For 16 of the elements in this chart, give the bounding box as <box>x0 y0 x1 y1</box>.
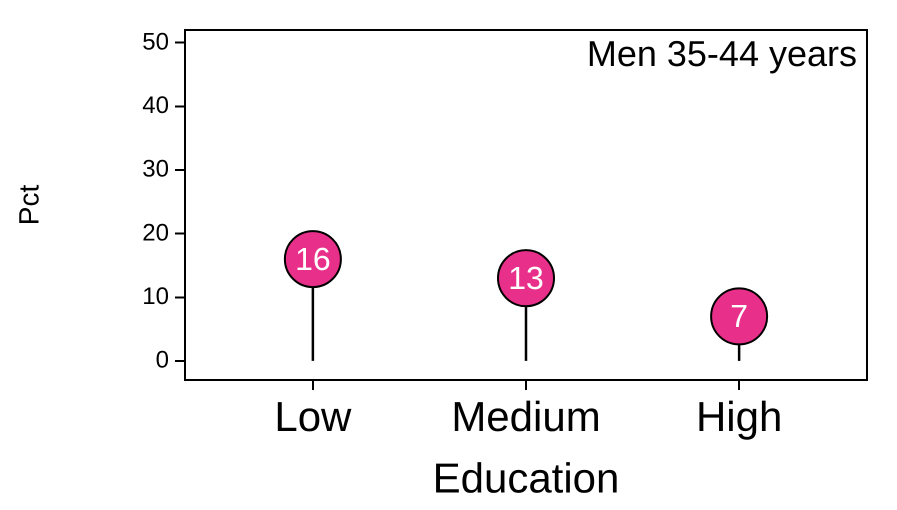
y-tick-label: 20 <box>142 219 169 246</box>
y-tick-label: 10 <box>142 282 169 310</box>
data-label: 13 <box>508 260 544 296</box>
y-tick-label: 30 <box>142 156 169 183</box>
data-label: 7 <box>730 298 748 334</box>
x-tick-label: Low <box>274 392 352 440</box>
y-axis-title: Pct <box>14 184 45 226</box>
x-tick-label: High <box>696 392 782 440</box>
x-axis-title: Education <box>432 454 620 502</box>
point <box>710 287 768 346</box>
y-tick-label: 50 <box>142 28 169 56</box>
data-label: 16 <box>295 240 331 277</box>
y-tick-label: 40 <box>142 92 169 119</box>
x-tick-label: Medium <box>451 392 601 440</box>
y-tick-label: 0 <box>156 346 169 374</box>
annotation: Men 35-44 years <box>586 32 857 74</box>
